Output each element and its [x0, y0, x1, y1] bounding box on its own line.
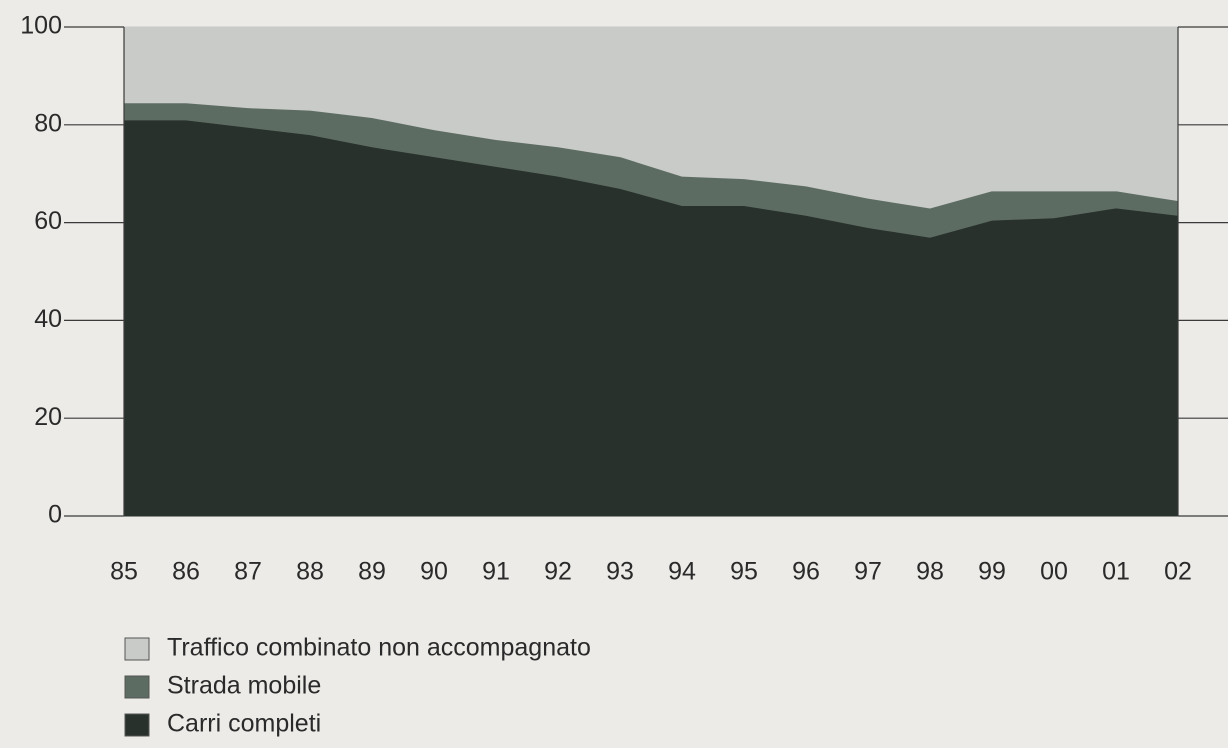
x-tick-label: 91: [482, 558, 510, 586]
legend-swatch: [124, 713, 150, 737]
legend-label: Carri completi: [167, 710, 321, 738]
x-tick-label: 89: [358, 558, 386, 586]
x-tick-label: 93: [606, 558, 634, 586]
y-tick-label: 60: [34, 207, 62, 235]
x-tick-label: 01: [1102, 558, 1130, 586]
x-tick-label: 02: [1164, 558, 1192, 586]
y-tick-label: 80: [34, 109, 62, 137]
legend-label: Strada mobile: [167, 672, 321, 700]
y-tick-label: 100: [20, 12, 62, 40]
x-tick-label: 96: [792, 558, 820, 586]
x-tick-label: 99: [978, 558, 1006, 586]
x-tick-label: 90: [420, 558, 448, 586]
y-tick-label: 20: [34, 403, 62, 431]
x-tick-label: 88: [296, 558, 324, 586]
legend-label: Traffico combinato non accompagnato: [167, 634, 591, 662]
x-tick-label: 00: [1040, 558, 1068, 586]
x-tick-label: 92: [544, 558, 572, 586]
y-tick-label: 40: [34, 305, 62, 333]
legend-swatch: [124, 675, 150, 699]
x-tick-label: 87: [234, 558, 262, 586]
x-tick-label: 85: [110, 558, 138, 586]
x-tick-label: 94: [668, 558, 696, 586]
x-tick-label: 98: [916, 558, 944, 586]
x-tick-label: 86: [172, 558, 200, 586]
legend-swatch: [124, 637, 150, 661]
x-tick-label: 97: [854, 558, 882, 586]
y-tick-label: 0: [48, 501, 62, 529]
x-tick-label: 95: [730, 558, 758, 586]
